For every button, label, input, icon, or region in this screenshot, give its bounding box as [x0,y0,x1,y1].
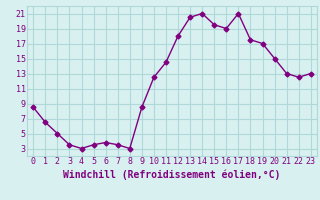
X-axis label: Windchill (Refroidissement éolien,°C): Windchill (Refroidissement éolien,°C) [63,169,281,180]
